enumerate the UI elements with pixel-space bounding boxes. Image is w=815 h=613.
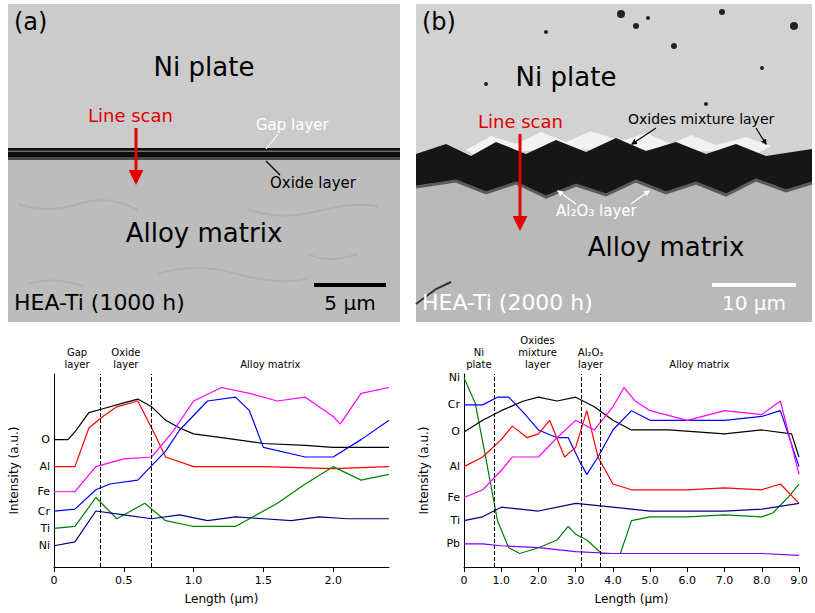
svg-text:4.0: 4.0 [604,574,622,587]
svg-text:Intensity (a.u.): Intensity (a.u.) [417,427,431,515]
svg-text:5 μm: 5 μm [324,291,375,315]
svg-text:Oxides mixture layer: Oxides mixture layer [628,111,774,127]
svg-text:1.5: 1.5 [255,574,273,587]
svg-text:O: O [451,425,460,438]
svg-text:layer: layer [578,359,604,370]
svg-text:9.0: 9.0 [790,574,808,587]
svg-text:layer: layer [64,359,90,370]
svg-text:2.0: 2.0 [530,574,548,587]
svg-text:Alloy matrix: Alloy matrix [126,218,283,248]
svg-text:Fe: Fe [448,491,461,504]
svg-text:Length (μm): Length (μm) [595,592,669,606]
svg-text:1.0: 1.0 [185,574,203,587]
svg-text:Ni: Ni [474,347,484,358]
svg-text:10 μm: 10 μm [722,291,786,315]
svg-text:Al₂O₃ layer: Al₂O₃ layer [556,202,637,220]
svg-text:Oxide layer: Oxide layer [270,174,357,192]
svg-text:5.0: 5.0 [641,574,659,587]
svg-text:Ni plate: Ni plate [154,52,255,82]
svg-text:Ni: Ni [39,539,50,552]
svg-text:3.0: 3.0 [567,574,585,587]
svg-text:(b): (b) [422,8,456,36]
svg-text:Cr: Cr [38,505,51,518]
svg-text:Oxides: Oxides [520,335,554,346]
svg-text:Intensity (a.u.): Intensity (a.u.) [7,427,21,515]
svg-text:plate: plate [466,359,491,370]
svg-text:Oxide: Oxide [111,347,140,358]
svg-text:Line scan: Line scan [88,105,173,126]
svg-text:O: O [41,433,50,446]
svg-text:Gap: Gap [67,347,87,358]
svg-text:HEA-Ti (1000 h): HEA-Ti (1000 h) [14,290,185,315]
svg-text:HEA-Ti (2000 h): HEA-Ti (2000 h) [422,290,593,315]
svg-text:Alloy matrix: Alloy matrix [669,359,729,370]
svg-text:Pb: Pb [446,537,460,550]
svg-text:7.0: 7.0 [716,574,734,587]
svg-text:Alloy matrix: Alloy matrix [588,232,745,262]
svg-text:Al₂O₃: Al₂O₃ [578,347,604,358]
svg-text:0.5: 0.5 [115,574,133,587]
svg-text:Ni: Ni [449,371,460,384]
svg-text:layer: layer [525,359,551,370]
svg-text:Ni plate: Ni plate [516,62,617,92]
svg-text:Fe: Fe [38,485,51,498]
svg-text:Alloy matrix: Alloy matrix [240,359,300,370]
svg-text:Length (μm): Length (μm) [185,592,259,606]
svg-text:Al: Al [449,460,460,473]
svg-text:0: 0 [51,574,58,587]
svg-text:6.0: 6.0 [679,574,697,587]
svg-text:Ti: Ti [40,522,50,535]
svg-text:Cr: Cr [448,398,461,411]
svg-text:Line scan: Line scan [478,111,563,132]
svg-text:1.0: 1.0 [492,574,510,587]
svg-text:(a): (a) [14,8,47,36]
svg-text:Gap layer: Gap layer [256,116,330,134]
svg-text:mixture: mixture [518,347,557,358]
svg-text:2.0: 2.0 [324,574,342,587]
svg-text:8.0: 8.0 [753,574,771,587]
svg-text:Al: Al [39,460,50,473]
svg-text:Ti: Ti [450,514,460,527]
svg-text:layer: layer [113,359,139,370]
svg-text:0: 0 [461,574,468,587]
